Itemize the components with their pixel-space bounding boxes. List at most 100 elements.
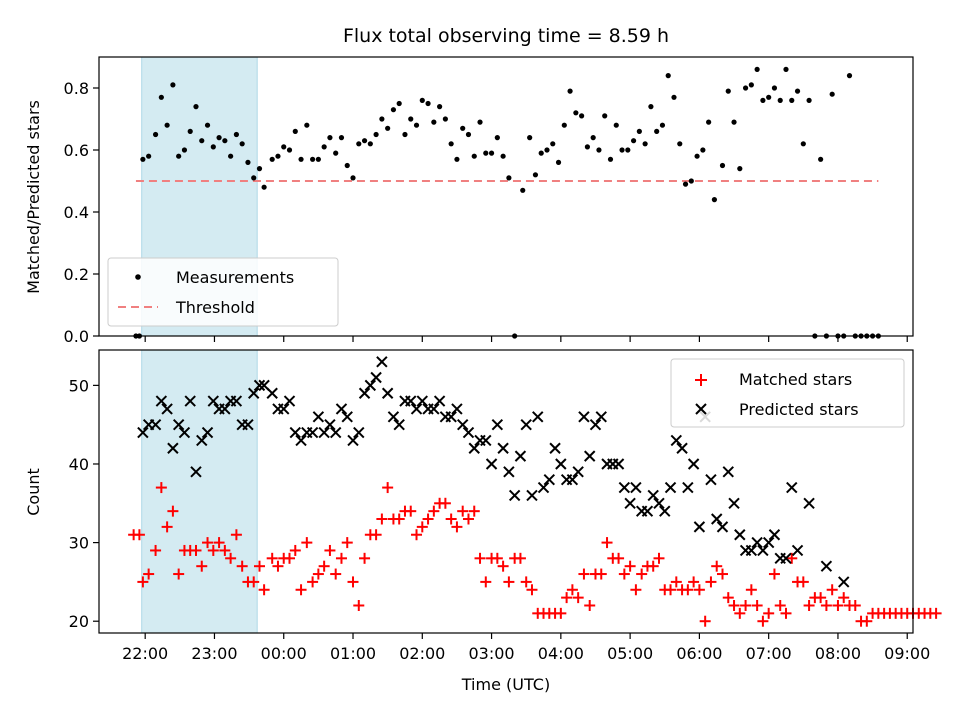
matched-star-point	[595, 568, 607, 580]
predicted-star-point	[514, 450, 527, 462]
measurement-point	[719, 162, 726, 169]
matched-star-point	[143, 568, 155, 580]
matched-star-point	[740, 599, 752, 611]
matched-star-point	[353, 599, 365, 611]
measurement-point	[292, 128, 298, 134]
matched-star-point	[716, 568, 728, 580]
top-panel: 0.00.20.40.60.8 Matched/Predicted stars …	[24, 56, 914, 346]
matched-star-point	[630, 584, 642, 596]
measurement-point	[579, 113, 585, 119]
measurement-point	[275, 153, 281, 159]
matched-star-point	[207, 544, 219, 556]
predicted-star-point	[762, 536, 775, 549]
predicted-star-point	[230, 395, 243, 407]
matched-star-point	[722, 592, 734, 604]
measurement-point	[454, 156, 460, 162]
predicted-star-point	[278, 403, 290, 415]
measurement-point	[806, 97, 812, 103]
predicted-star-point	[318, 426, 330, 439]
predicted-star-point	[555, 458, 567, 470]
measurement-point	[625, 147, 631, 153]
measurement-point	[251, 175, 257, 181]
top-legend-box	[107, 257, 339, 327]
measurement-point	[829, 91, 835, 97]
top-y-tick-label: 0.6	[64, 141, 89, 160]
measurement-point	[677, 141, 683, 147]
predicted-star-point	[705, 474, 717, 486]
matched-star-point	[838, 592, 850, 604]
matched-star-point	[457, 505, 469, 517]
predicted-star-point	[445, 411, 457, 423]
matched-star-point	[359, 552, 371, 564]
chart-title: Flux total observing time = 8.59 h	[343, 25, 669, 47]
predicted-star-point	[670, 434, 683, 447]
predicted-star-point	[468, 442, 480, 454]
measurement-point	[442, 116, 448, 122]
matched-star-point	[786, 552, 798, 564]
measurement-point	[619, 147, 625, 153]
measurement-point	[800, 141, 806, 147]
measurement-point	[327, 135, 333, 141]
measurement-point	[204, 122, 211, 128]
measurement-point	[361, 138, 368, 144]
bottom-y-axis-label: Count	[24, 468, 43, 516]
predicted-star-point	[248, 387, 260, 399]
measurement-point	[158, 94, 164, 100]
measurement-point	[777, 97, 783, 103]
matched-star-point	[665, 584, 677, 596]
legend-threshold-label: Threshold	[175, 298, 255, 317]
matched-star-point	[728, 599, 740, 611]
matched-star-point	[734, 607, 746, 619]
matched-star-point	[653, 552, 665, 564]
measurement-point	[607, 156, 614, 162]
predicted-star-point	[659, 505, 671, 517]
bottom-x-axis: 22:00 23:00 00:00 01:00 02:00 03:00 04:00 05:00…	[122, 633, 930, 663]
matched-star-point	[468, 505, 480, 517]
matched-star-point	[480, 576, 492, 588]
predicted-star-point	[537, 481, 550, 494]
predicted-star-point	[353, 426, 365, 439]
matched-star-point	[416, 521, 428, 533]
x-tick-label: 05:00	[607, 644, 653, 663]
measurement-point	[373, 131, 379, 138]
measurement-point	[818, 156, 824, 162]
matched-star-point	[618, 568, 630, 580]
matched-star-point	[370, 529, 382, 541]
matched-star-point	[451, 521, 463, 533]
matched-star-point	[382, 482, 394, 494]
matched-star-point	[439, 497, 451, 509]
top-y-tick-label: 0.0	[64, 327, 89, 346]
matched-star-point	[751, 599, 763, 611]
matched-star-point	[202, 537, 214, 549]
measurement-point	[408, 116, 414, 122]
predicted-star-point	[201, 426, 214, 439]
measurement-point	[402, 131, 408, 138]
matched-star-point	[335, 552, 347, 564]
predicted-star-point	[405, 395, 417, 407]
predicted-star-point	[335, 403, 348, 415]
top-x-ticks	[144, 336, 908, 342]
measurement-point	[555, 159, 562, 165]
x-tick-label: 22:00	[122, 644, 168, 663]
measurement-point	[654, 128, 660, 134]
matched-star-point	[376, 513, 388, 525]
matched-star-point	[196, 560, 208, 572]
matched-star-point	[566, 584, 578, 596]
predicted-star-point	[196, 434, 208, 447]
measurement-point	[338, 135, 345, 141]
predicted-star-point	[242, 418, 254, 431]
measurement-point	[596, 147, 602, 153]
legend-measurements-label: Measurements	[176, 268, 294, 287]
matched-star-point	[155, 482, 167, 494]
measurement-point	[731, 119, 737, 125]
matched-star-point	[137, 576, 149, 588]
measurement-point	[437, 104, 443, 110]
measurement-point	[771, 85, 778, 91]
predicted-star-point	[589, 418, 602, 431]
predicted-star-point	[526, 489, 538, 502]
matched-star-point	[307, 576, 319, 588]
matched-star-point	[520, 576, 532, 588]
predicted-star-point	[462, 426, 475, 439]
matched-star-point	[347, 576, 359, 588]
